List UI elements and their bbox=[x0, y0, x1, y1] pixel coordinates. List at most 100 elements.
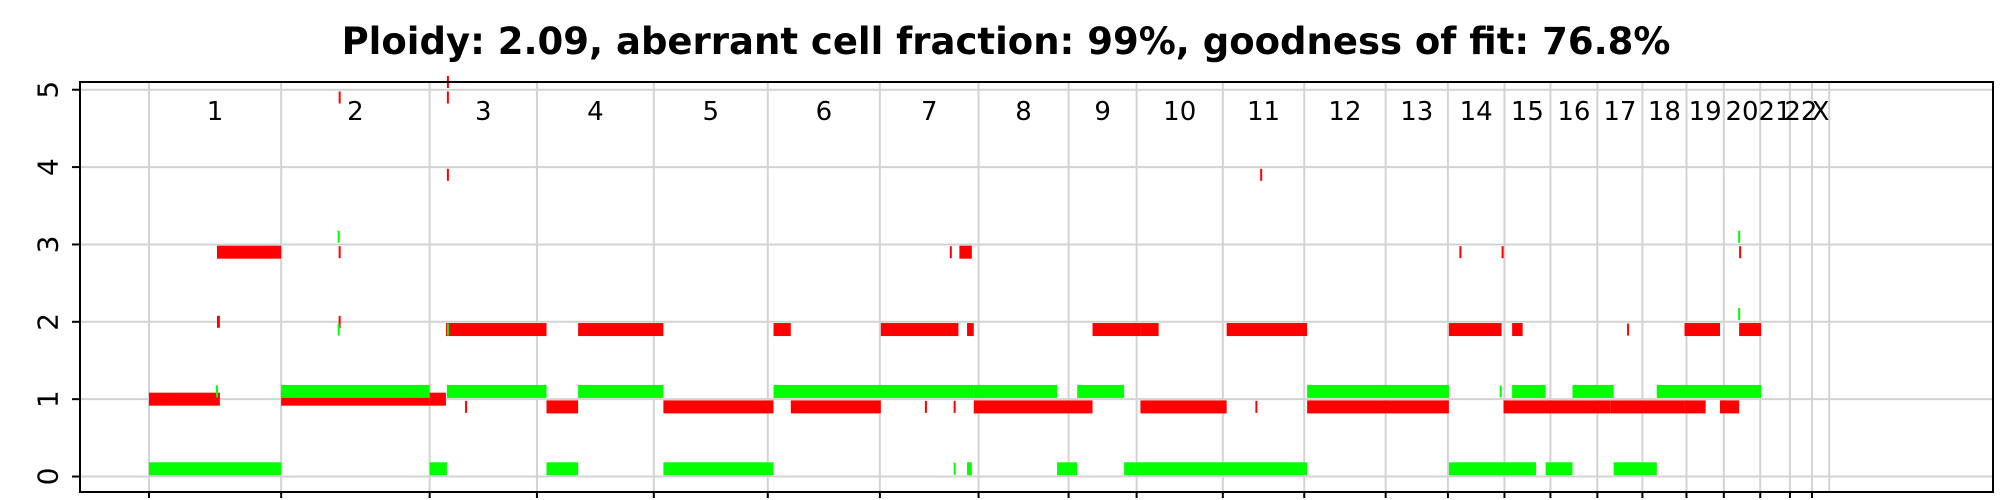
copy-number-segment bbox=[445, 323, 547, 337]
chromosome-label: 21 bbox=[1759, 97, 1792, 127]
copy-number-segment bbox=[338, 91, 341, 104]
copy-number-segment bbox=[924, 400, 927, 413]
copy-number-segment bbox=[1610, 400, 1685, 414]
copy-number-segment bbox=[973, 400, 1093, 414]
y-tick-label: 4 bbox=[32, 158, 65, 176]
copy-number-segment bbox=[967, 462, 972, 476]
copy-number-segment bbox=[1307, 384, 1449, 398]
copy-number-segment bbox=[1613, 462, 1657, 476]
chromosome-label: 11 bbox=[1247, 97, 1280, 127]
copy-number-segment bbox=[1738, 230, 1741, 243]
copy-number-segment bbox=[1448, 323, 1502, 337]
chromosome-label: 3 bbox=[475, 97, 492, 127]
copy-number-segment bbox=[446, 91, 449, 104]
copy-number-segment bbox=[281, 384, 430, 398]
copy-number-segment bbox=[967, 323, 974, 337]
copy-number-segment bbox=[1684, 323, 1720, 337]
y-tick-label: 1 bbox=[32, 390, 65, 408]
copy-number-segment bbox=[773, 323, 791, 337]
y-axis-ticks: 0 1 2 3 4 5 bbox=[32, 81, 80, 486]
chart-title: Ploidy: 2.09, aberrant cell fraction: 99… bbox=[342, 20, 1671, 63]
copy-number-segment bbox=[1140, 323, 1159, 337]
y-tick-label: 2 bbox=[32, 313, 65, 331]
chromosome-label: 8 bbox=[1015, 97, 1032, 127]
copy-number-segment bbox=[338, 246, 341, 259]
copy-number-segment bbox=[1057, 462, 1078, 476]
copy-number-segment bbox=[880, 323, 959, 337]
copy-number-segment bbox=[1092, 323, 1141, 337]
y-tick-label: 0 bbox=[32, 468, 65, 486]
copy-number-segment bbox=[790, 400, 881, 414]
copy-number-segment bbox=[216, 385, 219, 398]
chromosome-label: 7 bbox=[921, 97, 938, 127]
copy-number-segment bbox=[148, 462, 282, 476]
copy-number-segment bbox=[429, 392, 446, 406]
copy-number-segment bbox=[953, 462, 956, 475]
plot-frame bbox=[79, 81, 1994, 493]
copy-number-segment bbox=[1501, 246, 1504, 259]
chromosome-label: 10 bbox=[1163, 97, 1196, 127]
copy-number-segment bbox=[1684, 400, 1706, 414]
copy-number-segment bbox=[1739, 246, 1742, 259]
copy-number-segment bbox=[148, 392, 220, 406]
copy-number-segment bbox=[1459, 246, 1462, 259]
copy-number-segment bbox=[546, 400, 579, 414]
copy-number-segment bbox=[663, 462, 774, 476]
copy-number-segment bbox=[663, 400, 774, 414]
copy-number-segment bbox=[429, 462, 447, 476]
chromosome-label: 6 bbox=[816, 97, 833, 127]
y-tick-label: 3 bbox=[32, 236, 65, 254]
copy-number-segment bbox=[446, 323, 449, 336]
copy-number-segment bbox=[446, 168, 449, 181]
copy-number-segment bbox=[337, 323, 340, 336]
grid bbox=[80, 82, 1993, 498]
copy-number-segment bbox=[1255, 400, 1258, 413]
chromosome-label: 13 bbox=[1400, 97, 1433, 127]
copy-number-segment bbox=[546, 462, 579, 476]
copy-number-segment bbox=[1150, 400, 1227, 414]
copy-number-segment bbox=[446, 384, 547, 398]
chromosome-label: 9 bbox=[1094, 97, 1111, 127]
copy-number-segment bbox=[1719, 400, 1740, 414]
chromosome-label: 5 bbox=[703, 97, 720, 127]
copy-number-segment bbox=[1499, 385, 1502, 398]
copy-number-segment bbox=[337, 230, 340, 243]
y-tick-label: 5 bbox=[32, 81, 65, 99]
copy-number-segment bbox=[1124, 462, 1308, 476]
chromosome-label: 12 bbox=[1328, 97, 1361, 127]
chromosome-label: 20 bbox=[1725, 97, 1758, 127]
copy-number-segment bbox=[1627, 323, 1630, 336]
copy-number-segment bbox=[1077, 384, 1125, 398]
copy-number-segment bbox=[1739, 323, 1762, 337]
copy-number-segment bbox=[949, 246, 952, 259]
chromosome-label: 2 bbox=[347, 97, 364, 127]
segments bbox=[148, 76, 1762, 476]
copy-number-segment bbox=[1448, 462, 1537, 476]
chromosome-label: 19 bbox=[1689, 97, 1722, 127]
chromosome-label: 15 bbox=[1511, 97, 1544, 127]
copy-number-segment bbox=[1260, 168, 1263, 181]
chromosome-label: 17 bbox=[1603, 97, 1636, 127]
copy-number-segment bbox=[1503, 400, 1611, 414]
copy-number-segment bbox=[1307, 400, 1449, 414]
copy-number-segment bbox=[1226, 323, 1308, 337]
chromosome-label: 14 bbox=[1460, 97, 1493, 127]
chromosome-label: 22 bbox=[1784, 97, 1817, 127]
copy-number-segment bbox=[1512, 323, 1523, 337]
copy-number-segment bbox=[1512, 384, 1546, 398]
copy-number-segment bbox=[578, 384, 664, 398]
copy-number-segment bbox=[959, 245, 972, 259]
copy-number-segment bbox=[578, 323, 664, 337]
chromosome-label: 4 bbox=[587, 97, 604, 127]
copy-number-segment bbox=[1656, 384, 1762, 398]
copy-number-segment bbox=[1738, 308, 1741, 321]
copy-number-segment bbox=[1140, 400, 1151, 414]
chromosome-label: 1 bbox=[207, 97, 224, 127]
copy-number-segment bbox=[953, 400, 956, 413]
copy-number-segment bbox=[973, 384, 1058, 398]
chromosome-label: 16 bbox=[1557, 97, 1590, 127]
copy-number-segment bbox=[773, 384, 974, 398]
chromosome-label: 18 bbox=[1648, 97, 1681, 127]
